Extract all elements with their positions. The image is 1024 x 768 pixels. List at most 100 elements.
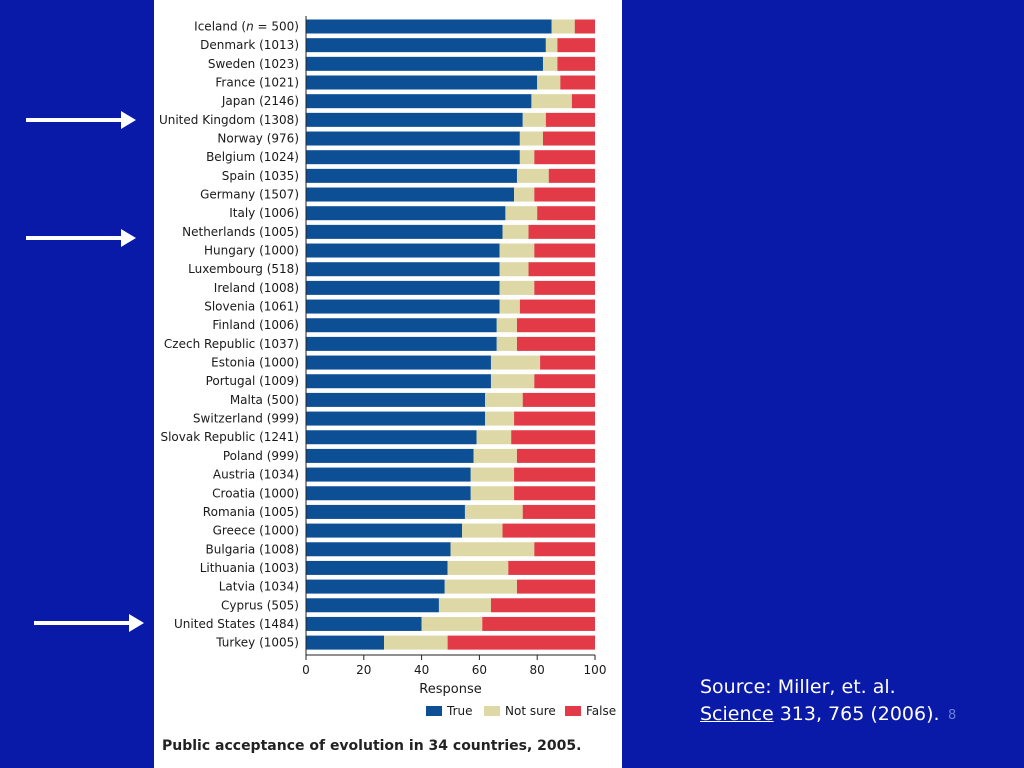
bar-true-sweden-1023	[306, 56, 543, 71]
x-tick-label-0: 0	[302, 663, 310, 677]
bar-false-united-kingdom-1308	[545, 112, 595, 127]
arrow-netherlands	[26, 229, 136, 247]
bar-false-belgium-1024	[534, 150, 595, 165]
legend-swatch-true	[426, 706, 442, 716]
x-tick-label-20: 20	[356, 663, 371, 677]
legend-swatch-false	[565, 706, 581, 716]
category-label-belgium-1024: Belgium (1024)	[206, 150, 299, 164]
bar-true-austria-1034	[306, 467, 471, 482]
bar-not-sure-netherlands-1005	[502, 224, 529, 239]
x-axis-label: Response	[419, 682, 481, 697]
bar-false-slovak-republic-1241	[511, 430, 595, 445]
bar-not-sure-slovenia-1061	[499, 299, 520, 314]
bar-true-bulgaria-1008	[306, 542, 451, 557]
bar-false-spain-1035	[548, 168, 595, 183]
bar-not-sure-slovak-republic-1241	[476, 430, 512, 445]
bar-not-sure-spain-1035	[516, 168, 549, 183]
bar-false-malta-500	[522, 392, 595, 407]
source-author: Source: Miller, et. al.	[700, 676, 896, 698]
bar-false-greece-1000	[502, 523, 595, 538]
bar-false-netherlands-1005	[528, 224, 595, 239]
category-label-italy-1006: Italy (1006)	[229, 206, 299, 220]
bar-not-sure-united-kingdom-1308	[522, 112, 546, 127]
category-label-greece-1000: Greece (1000)	[213, 524, 299, 538]
bar-true-lithuania-1003	[306, 560, 448, 575]
bar-false-estonia-1000	[540, 355, 595, 370]
bar-true-spain-1035	[306, 168, 517, 183]
category-label-sweden-1023: Sweden (1023)	[208, 57, 299, 71]
bar-false-latvia-1034	[516, 579, 595, 594]
bar-true-turkey-1005	[306, 635, 385, 650]
bar-false-iceland-n-500	[574, 19, 595, 34]
bar-false-austria-1034	[514, 467, 595, 482]
bar-true-portugal-1009	[306, 374, 491, 389]
bar-not-sure-cyprus-505	[438, 598, 491, 613]
x-tick-label-60: 60	[472, 663, 487, 677]
bar-true-united-kingdom-1308	[306, 112, 523, 127]
legend-label-true: True	[446, 704, 473, 718]
bar-true-belgium-1024	[306, 150, 520, 165]
stacked-bar-chart: Iceland (n = 500) Denmark (1013) Sweden (1…	[159, 16, 616, 718]
category-label-germany-1507: Germany (1507)	[200, 188, 299, 202]
category-label-iceland-n-500: Iceland (n = 500)	[194, 20, 299, 34]
x-tick-label-80: 80	[530, 663, 545, 677]
bar-true-denmark-1013	[306, 38, 546, 53]
bar-true-germany-1507	[306, 187, 515, 202]
bar-true-luxembourg-518	[306, 262, 500, 277]
bar-false-united-states-1484	[482, 616, 595, 631]
bar-false-denmark-1013	[557, 38, 595, 53]
bar-not-sure-italy-1006	[505, 206, 538, 221]
bar-not-sure-turkey-1005	[384, 635, 448, 650]
arrow-united-kingdom	[26, 111, 136, 129]
category-label-ireland-1008: Ireland (1008)	[214, 281, 299, 295]
bar-false-turkey-1005	[447, 635, 595, 650]
category-label-portugal-1009: Portugal (1009)	[206, 374, 299, 388]
bar-not-sure-switzerland-999	[485, 411, 515, 426]
bar-not-sure-poland-999	[473, 448, 517, 463]
category-label-luxembourg-518: Luxembourg (518)	[188, 262, 299, 276]
bar-not-sure-austria-1034	[470, 467, 515, 482]
bar-not-sure-france-1021	[537, 75, 561, 90]
bar-true-latvia-1034	[306, 579, 445, 594]
bar-not-sure-japan-2146	[531, 94, 572, 109]
bar-false-sweden-1023	[557, 56, 595, 71]
bar-not-sure-sweden-1023	[542, 56, 558, 71]
chart-panel: Iceland (n = 500) Denmark (1013) Sweden (1…	[154, 0, 622, 768]
bar-true-italy-1006	[306, 206, 506, 221]
bar-true-estonia-1000	[306, 355, 491, 370]
x-tick-label-40: 40	[414, 663, 429, 677]
bar-true-ireland-1008	[306, 280, 500, 295]
bar-not-sure-united-states-1484	[421, 616, 483, 631]
bar-true-france-1021	[306, 75, 538, 90]
bar-not-sure-ireland-1008	[499, 280, 535, 295]
chart-title: Public acceptance of evolution in 34 cou…	[162, 738, 582, 754]
source-reference: Science 313, 765 (2006).	[700, 701, 940, 728]
bar-not-sure-greece-1000	[462, 523, 503, 538]
category-label-bulgaria-1008: Bulgaria (1008)	[206, 542, 299, 556]
bar-true-romania-1005	[306, 504, 465, 519]
category-label-lithuania-1003: Lithuania (1003)	[200, 561, 299, 575]
category-label-poland-999: Poland (999)	[223, 449, 299, 463]
legend-swatch-not-sure	[484, 706, 500, 716]
bar-false-poland-999	[516, 448, 595, 463]
bar-false-switzerland-999	[514, 411, 595, 426]
bar-true-poland-999	[306, 448, 474, 463]
category-label-hungary-1000: Hungary (1000)	[204, 244, 299, 258]
bar-false-lithuania-1003	[508, 560, 595, 575]
category-label-spain-1035: Spain (1035)	[222, 169, 299, 183]
category-label-latvia-1034: Latvia (1034)	[219, 580, 299, 594]
bar-not-sure-bulgaria-1008	[450, 542, 535, 557]
category-label-france-1021: France (1021)	[215, 76, 299, 90]
bar-false-germany-1507	[534, 187, 595, 202]
bar-true-iceland-n-500	[306, 19, 552, 34]
bar-false-finland-1006	[516, 318, 595, 333]
source-journal[interactable]: Science	[700, 703, 774, 725]
source-citation: Source: Miller, et. al. Science 313, 765…	[700, 674, 940, 728]
category-label-united-kingdom-1308: United Kingdom (1308)	[159, 113, 299, 127]
bar-false-luxembourg-518	[528, 262, 595, 277]
category-label-estonia-1000: Estonia (1000)	[211, 356, 299, 370]
bar-true-united-states-1484	[306, 616, 422, 631]
bar-not-sure-denmark-1013	[545, 38, 558, 53]
bar-not-sure-czech-republic-1037	[496, 336, 517, 351]
bar-false-cyprus-505	[490, 598, 595, 613]
